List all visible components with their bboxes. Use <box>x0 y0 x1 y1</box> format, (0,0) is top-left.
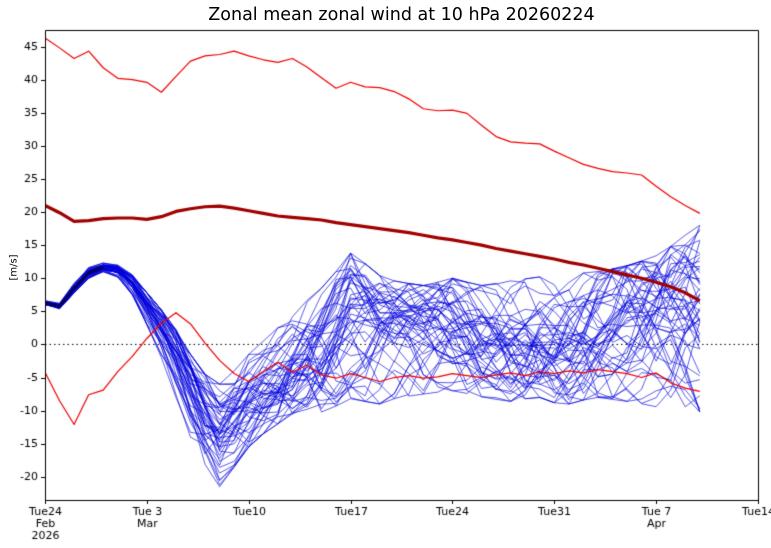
chart-title: Zonal mean zonal wind at 10 hPa 20260224 <box>208 5 595 25</box>
y-axis-label: [m/s] <box>8 254 20 281</box>
